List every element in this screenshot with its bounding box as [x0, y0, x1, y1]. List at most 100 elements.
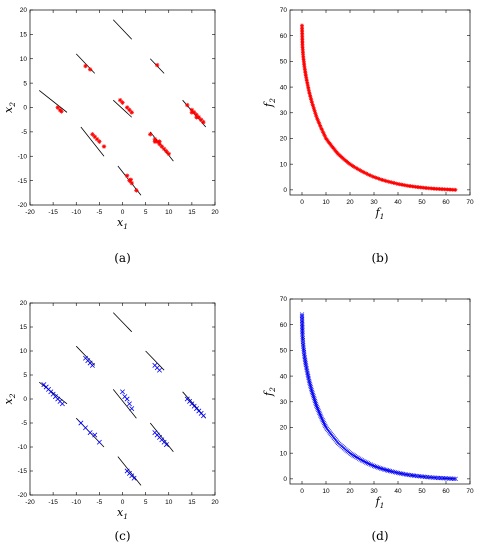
- x-tick-label: 5: [144, 209, 148, 216]
- y-tick-label: -10: [18, 153, 28, 160]
- data-point: [157, 141, 162, 147]
- data-point: [384, 179, 389, 184]
- x-tick-label: 40: [394, 488, 402, 495]
- data-point: [379, 177, 384, 182]
- y-tick-label: 0: [283, 476, 287, 483]
- data-point: [305, 81, 310, 86]
- data-point: [196, 115, 202, 120]
- data-point: [321, 130, 326, 135]
- data-point: [351, 453, 356, 458]
- data-point: [300, 339, 306, 345]
- data-point: [164, 149, 169, 154]
- data-point: [129, 110, 134, 115]
- x-tick-label: 15: [188, 209, 196, 216]
- x-tick-label: 20: [346, 199, 354, 206]
- x-axis-label: x1: [117, 216, 128, 231]
- data-point: [321, 419, 326, 424]
- data-point: [310, 391, 315, 396]
- x-tick-label: 0: [300, 488, 304, 495]
- data-point: [194, 112, 199, 118]
- data-point: [373, 175, 378, 180]
- data-point: [376, 176, 381, 181]
- data-point: [300, 334, 305, 339]
- x-tick-label: 20: [346, 488, 354, 495]
- data-point: [354, 166, 359, 171]
- x-tick-label: -5: [96, 499, 102, 506]
- data-point: [374, 464, 380, 470]
- data-point: [307, 380, 312, 385]
- data-point: [311, 105, 316, 110]
- x-tick-label: 10: [165, 499, 173, 506]
- data-point: [361, 170, 366, 175]
- data-point: [323, 135, 328, 140]
- data-point: [323, 423, 328, 429]
- data-point: [308, 385, 314, 390]
- data-point: [322, 422, 327, 427]
- subfigure-caption: (a): [114, 251, 131, 265]
- y-tick-label: -5: [21, 420, 27, 427]
- data-point: [377, 177, 382, 182]
- data-point: [318, 124, 323, 129]
- data-point: [378, 466, 384, 471]
- data-point: [315, 117, 320, 122]
- data-point: [306, 85, 311, 90]
- data-point: [124, 105, 130, 110]
- y-tick-label: 60: [280, 322, 288, 329]
- data-point: [319, 126, 324, 131]
- pareto-set-segment: [80, 126, 105, 157]
- data-point: [316, 409, 322, 414]
- data-point: [129, 406, 135, 412]
- data-point: [191, 110, 197, 115]
- data-point: [307, 90, 312, 95]
- data-point: [307, 382, 313, 387]
- data-point: [300, 331, 305, 336]
- y-tick-label: 40: [280, 373, 288, 380]
- data-point: [364, 171, 369, 176]
- data-point: [319, 416, 325, 421]
- data-point: [306, 86, 311, 91]
- pareto-set-segment: [75, 53, 96, 74]
- data-point: [315, 406, 320, 411]
- x-tick-label: 30: [370, 199, 378, 206]
- data-point: [362, 459, 368, 465]
- y-tick-label: 20: [20, 7, 28, 14]
- y-tick-label: 20: [20, 300, 28, 307]
- y-tick-label: 30: [280, 110, 288, 117]
- data-point: [101, 144, 107, 149]
- data-point: [348, 162, 352, 167]
- data-point: [381, 467, 387, 472]
- data-point: [312, 397, 317, 402]
- subfigure-caption: (d): [371, 529, 388, 543]
- y-tick-label: 30: [280, 399, 288, 406]
- y-tick-label: 5: [23, 80, 27, 87]
- data-point: [321, 420, 327, 426]
- data-point: [300, 332, 305, 338]
- x-tick-label: 60: [442, 488, 450, 495]
- y-tick-label: -15: [18, 178, 28, 185]
- data-point: [166, 151, 171, 157]
- y-tick-label: 50: [280, 59, 288, 66]
- x-axis-label: f1: [375, 495, 385, 510]
- data-point: [305, 83, 310, 88]
- y-tick-label: 15: [20, 32, 28, 39]
- data-point: [308, 383, 313, 388]
- x-tick-label: 0: [121, 499, 125, 506]
- data-point: [306, 379, 312, 384]
- y-tick-label: -15: [18, 468, 28, 475]
- data-point: [300, 337, 306, 343]
- data-point: [314, 403, 319, 408]
- data-point: [451, 476, 457, 481]
- data-point: [59, 401, 65, 407]
- x-tick-label: 70: [466, 199, 474, 206]
- data-point: [318, 413, 323, 418]
- data-point: [377, 465, 382, 471]
- data-point: [194, 115, 199, 120]
- data-point: [163, 442, 169, 448]
- subfigure-caption: (c): [114, 529, 130, 543]
- data-point: [317, 410, 322, 416]
- data-point: [372, 175, 376, 180]
- data-point: [87, 67, 93, 72]
- data-point: [189, 107, 195, 113]
- y-tick-label: 40: [280, 84, 288, 91]
- data-point: [453, 476, 458, 482]
